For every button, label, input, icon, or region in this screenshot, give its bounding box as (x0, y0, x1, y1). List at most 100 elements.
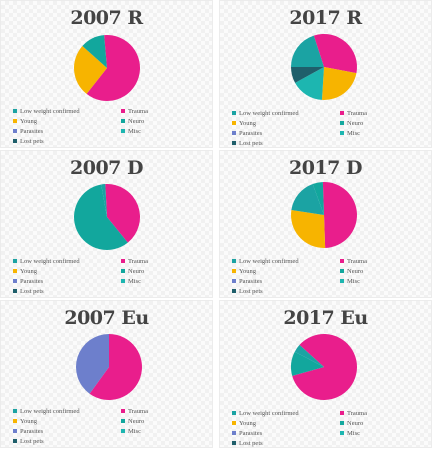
legend-item-parasites: Parasites (232, 429, 340, 437)
pie-slice-parasites (75, 334, 109, 394)
chart-panel-2007-d: 2007 D Low weight confirmed Trauma Young Ne… (0, 150, 213, 298)
legend-label: Low weight confirmed (239, 409, 299, 417)
pie-slice-young (321, 67, 357, 100)
legend-item-misc: Misc (340, 129, 420, 137)
legend-item-neuro: Neuro (340, 419, 420, 427)
pie-slice-neuro (291, 351, 324, 376)
chart-panel-2007-eu: 2007 Eu Low weight confirmed Trauma Young N… (0, 300, 213, 448)
legend-item-young: Young (13, 267, 121, 275)
chart-title: 2007 R (70, 7, 143, 29)
pie-slice-neuro (74, 184, 128, 250)
legend-item-lost-pets: Lost pets (232, 439, 340, 447)
pie-chart (75, 334, 142, 400)
legend-item-low-weight-confirmed: Low weight confirmed (13, 257, 121, 265)
legend-label: Low weight confirmed (239, 109, 299, 117)
legend-label: Neuro (347, 119, 364, 127)
legend-swatch (340, 269, 344, 273)
legend-item-misc: Misc (121, 127, 201, 135)
legend-label: Trauma (347, 257, 367, 265)
legend-item-neuro: Neuro (121, 417, 201, 425)
legend-swatch (340, 121, 344, 125)
legend-label: Misc (347, 277, 360, 285)
legend-swatch (232, 141, 236, 145)
legend-label: Neuro (128, 417, 145, 425)
legend-label: Low weight confirmed (20, 107, 80, 115)
legend-swatch (13, 409, 17, 413)
pie-slice-trauma (322, 181, 358, 248)
legend-label: Lost pets (239, 139, 263, 147)
chart-legend: Low weight confirmed Trauma Young Neuro Para… (13, 407, 203, 445)
legend-swatch (13, 119, 17, 123)
chart-panel-2017-r: 2017 R Low weight confirmed Trauma Young Ne… (219, 0, 432, 148)
chart-title: 2017 Eu (283, 307, 368, 329)
pie-slice-trauma (89, 334, 142, 400)
legend-swatch (340, 111, 344, 115)
legend-label: Neuro (347, 419, 364, 427)
legend-swatch (340, 279, 344, 283)
legend-swatch (121, 129, 125, 133)
legend-swatch (232, 421, 236, 425)
legend-item-lost-pets: Lost pets (13, 287, 121, 295)
legend-label: Trauma (128, 107, 148, 115)
chart-legend: Low weight confirmed Trauma Young Neuro Para… (232, 257, 422, 295)
legend-item-lost-pets: Lost pets (232, 139, 340, 147)
legend-label: Low weight confirmed (239, 257, 299, 265)
legend-swatch (13, 129, 17, 133)
pie-slice-low-weight-confirmed (101, 184, 107, 217)
legend-item-young: Young (232, 267, 340, 275)
legend-swatch (121, 259, 125, 263)
chart-legend: Low weight confirmed Trauma Young Neuro Para… (232, 109, 422, 147)
pie-slice-young (73, 46, 107, 94)
legend-swatch (340, 421, 344, 425)
legend-swatch (232, 131, 236, 135)
legend-label: Young (20, 117, 38, 125)
pie-chart (291, 34, 358, 100)
legend-item-lost-pets: Lost pets (13, 437, 121, 445)
chart-panel-2007-r: 2007 R Low weight confirmed Trauma Young Ne… (0, 0, 213, 148)
pie-slice-trauma (292, 333, 358, 400)
legend-item-low-weight-confirmed: Low weight confirmed (232, 409, 340, 417)
legend-item-low-weight-confirmed: Low weight confirmed (232, 257, 340, 265)
legend-label: Neuro (128, 117, 145, 125)
legend-item-parasites: Parasites (232, 277, 340, 285)
legend-label: Neuro (128, 267, 145, 275)
legend-swatch (13, 279, 17, 283)
legend-label: Lost pets (20, 437, 44, 445)
legend-label: Neuro (347, 267, 364, 275)
legend-swatch (232, 259, 236, 263)
pie-slice-young (291, 209, 326, 248)
legend-label: Trauma (128, 407, 148, 415)
legend-swatch (232, 269, 236, 273)
legend-label: Parasites (239, 277, 263, 285)
pie-slice-low-weight-confirmed (291, 35, 324, 67)
legend-swatch (232, 411, 236, 415)
legend-label: Lost pets (239, 287, 263, 295)
legend-swatch (13, 259, 17, 263)
legend-label: Parasites (239, 429, 263, 437)
legend-label: Parasites (20, 127, 44, 135)
legend-item-lost-pets: Lost pets (232, 287, 340, 295)
legend-swatch (121, 419, 125, 423)
legend-swatch (13, 419, 17, 423)
pie-slice-neuro (82, 35, 107, 68)
legend-item-misc: Misc (121, 277, 201, 285)
legend-label: Young (239, 119, 257, 127)
legend-item-misc: Misc (340, 277, 420, 285)
legend-item-parasites: Parasites (13, 127, 121, 135)
legend-swatch (13, 439, 17, 443)
legend-item-neuro: Neuro (340, 267, 420, 275)
legend-item-low-weight-confirmed: Low weight confirmed (13, 407, 121, 415)
legend-swatch (232, 279, 236, 283)
legend-item-misc: Misc (121, 427, 201, 435)
legend-swatch (13, 429, 17, 433)
pie-slice-low-weight-confirmed (291, 183, 324, 215)
legend-swatch (232, 121, 236, 125)
legend-item-misc: Misc (340, 429, 420, 437)
legend-item-trauma: Trauma (340, 409, 420, 417)
legend-item-young: Young (13, 117, 121, 125)
legend-label: Parasites (239, 129, 263, 137)
legend-label: Trauma (128, 257, 148, 265)
legend-swatch (340, 411, 344, 415)
pie-chart (74, 184, 141, 250)
chart-legend: Low weight confirmed Trauma Young Neuro Para… (13, 257, 203, 295)
